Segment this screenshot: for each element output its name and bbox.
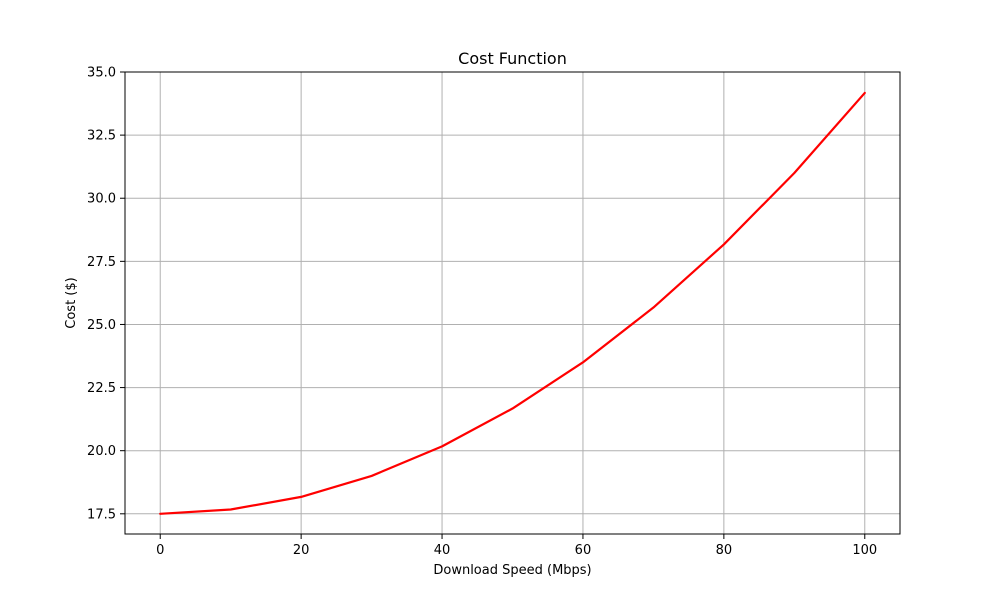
- chart-title: Cost Function: [458, 49, 567, 68]
- x-tick-label: 20: [293, 543, 310, 558]
- y-axis-label: Cost ($): [64, 277, 79, 328]
- x-tick-label: 0: [156, 543, 164, 558]
- y-tick-label: 20.0: [87, 444, 116, 459]
- y-tick-label: 22.5: [87, 381, 116, 396]
- x-axis-ticks: 0 20 40 60 80 100: [156, 534, 877, 558]
- series-layer: [159, 91, 866, 515]
- x-axis-label: Download Speed (Mbps): [433, 563, 591, 578]
- y-tick-label: 17.5: [87, 507, 116, 522]
- y-tick-label: 35.0: [87, 66, 116, 81]
- y-tick-label: 30.0: [87, 192, 116, 207]
- y-tick-label: 25.0: [87, 318, 116, 333]
- x-tick-label: 60: [575, 543, 592, 558]
- series-line: [159, 91, 866, 515]
- y-tick-label: 32.5: [87, 129, 116, 144]
- y-axis-ticks: 17.5 20.0 22.5 25.0 27.5 30.0 32.5 35.0: [87, 66, 125, 522]
- plot-area: [125, 72, 900, 534]
- x-tick-label: 40: [434, 543, 451, 558]
- x-tick-label: 80: [716, 543, 733, 558]
- y-tick-label: 27.5: [87, 255, 116, 270]
- x-tick-label: 100: [852, 543, 877, 558]
- plot-frame: [124, 71, 901, 535]
